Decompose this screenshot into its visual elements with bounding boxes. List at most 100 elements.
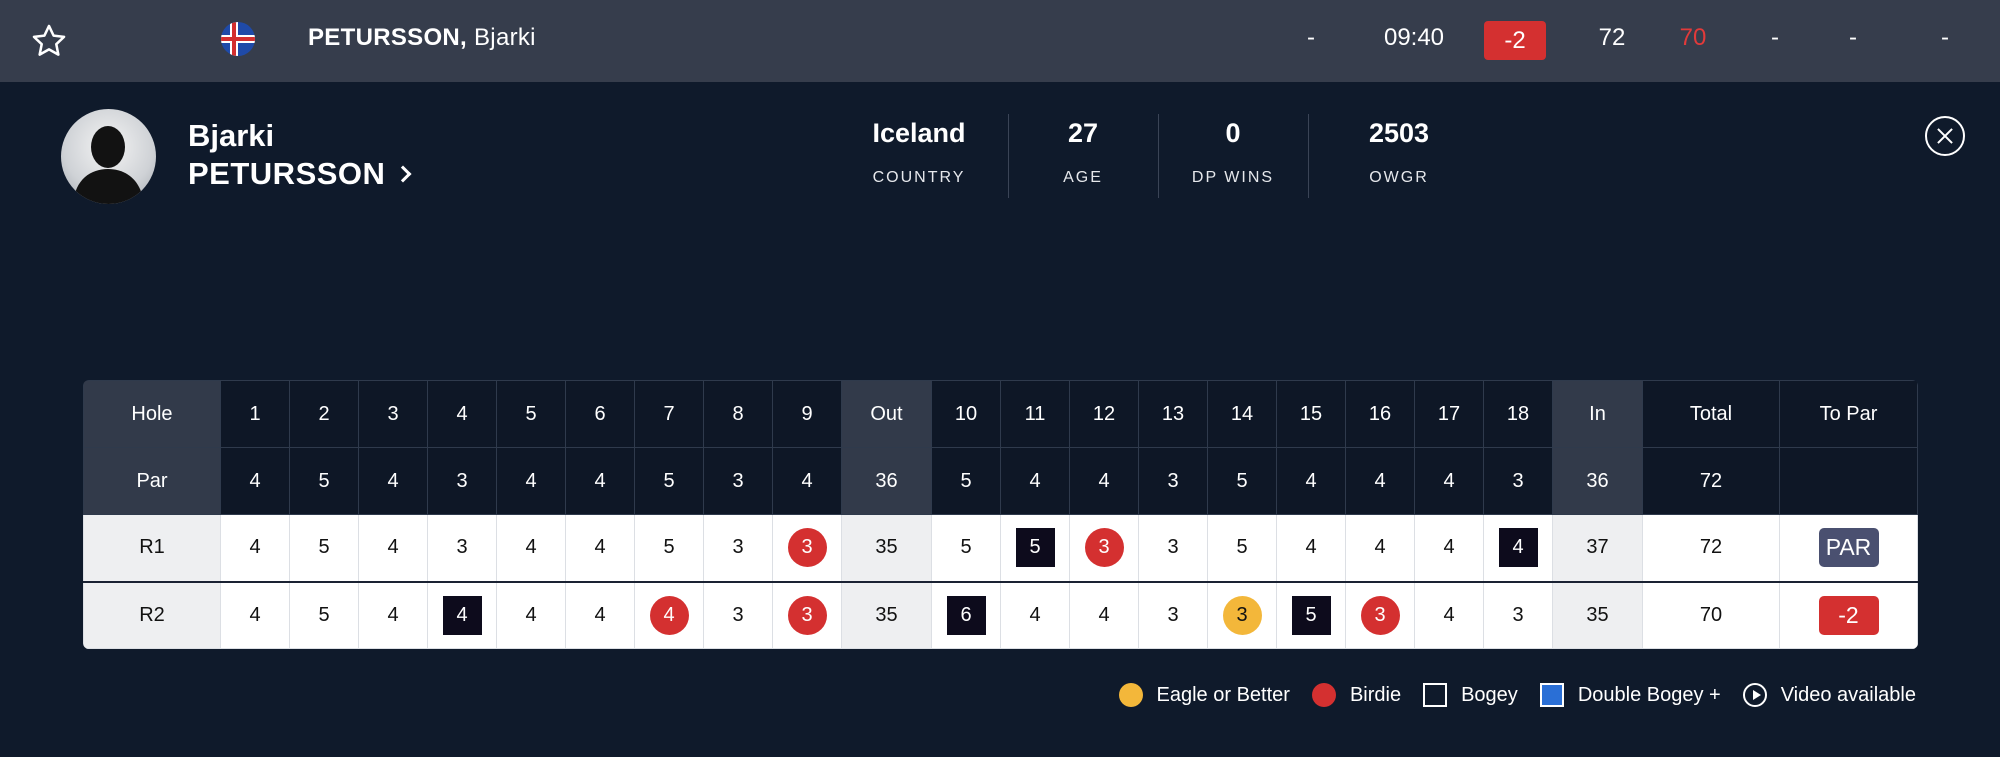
score-cell: 3	[772, 580, 842, 649]
score-value: 5	[1236, 536, 1248, 559]
stat-age-label: AGE	[1063, 169, 1103, 186]
player-avatar	[61, 109, 156, 204]
par-label: Par	[83, 447, 221, 515]
hole-header-cell: 3	[358, 380, 428, 448]
score-value: 4	[1443, 603, 1455, 626]
score-value: 4	[525, 536, 537, 559]
score-value: 4	[387, 536, 399, 559]
bogey-score: 5	[1015, 528, 1055, 568]
score-cell: 37	[1552, 514, 1643, 582]
score-cell: 3	[1069, 514, 1139, 582]
stat-divider	[1008, 114, 1009, 198]
score-cell: 4	[496, 514, 566, 582]
player-last-name: PETURSSON,	[308, 24, 468, 51]
par-cell: 4	[1069, 447, 1139, 515]
score-cell: 4	[1069, 580, 1139, 649]
score-value: 4	[249, 603, 261, 626]
player-row-header[interactable]: PETURSSON, Bjarki - 09:40 -2 72 70 - - -	[0, 0, 2000, 82]
score-value: 4	[1098, 603, 1110, 626]
score-cell: 3	[703, 514, 773, 582]
par-cell: 3	[427, 447, 497, 515]
hole-header-cell: 10	[931, 380, 1001, 448]
legend-eagle: Eagle or Better	[1118, 683, 1290, 707]
score-cell: 4	[1414, 580, 1484, 649]
player-name[interactable]: PETURSSON, Bjarki	[308, 24, 536, 52]
score-value: 35	[875, 536, 898, 559]
close-icon[interactable]	[1925, 116, 1965, 156]
birdie-score: 3	[787, 528, 827, 568]
score-cell: 4	[1345, 514, 1415, 582]
hole-header-cell: 16	[1345, 380, 1415, 448]
r1-score-value: 72	[1598, 24, 1626, 51]
score-value: 3	[456, 536, 468, 559]
hole-header-cell: 14	[1207, 380, 1277, 448]
score-value: 4	[594, 536, 606, 559]
table-row[interactable]: R1 4 5 4 3 4 4 5 3 3 35 5 5 3 3 5 4 4 4 4 37 72 PAR	[83, 514, 1918, 582]
hole-header-cell: 11	[1000, 380, 1070, 448]
score-value: 3	[1167, 603, 1179, 626]
hole-header-cell: 15	[1276, 380, 1346, 448]
score-value: 4	[249, 536, 261, 559]
par-cell: 4	[565, 447, 635, 515]
score-value: 5	[318, 603, 330, 626]
birdie-score: 3	[787, 595, 827, 635]
score-cell: 5	[289, 580, 359, 649]
hole-header-cell: 8	[703, 380, 773, 448]
score-cell: 5	[1207, 514, 1277, 582]
hole-label: Hole	[83, 380, 221, 448]
score-cell: 5	[634, 514, 704, 582]
score-cell: 4	[220, 580, 290, 649]
score-value: 5	[318, 536, 330, 559]
stat-owgr-label: OWGR	[1369, 169, 1429, 186]
stat-country: Iceland COUNTRY	[844, 118, 994, 187]
hole-header-cell: 4	[427, 380, 497, 448]
stat-dp-wins-label: DP WINS	[1191, 169, 1275, 186]
score-cell: 35	[841, 514, 932, 582]
par-cell: 4	[772, 447, 842, 515]
favourite-star-icon[interactable]	[30, 22, 68, 60]
score-cell: 5	[1000, 514, 1070, 582]
legend-video-label: Video available	[1780, 683, 1916, 706]
par-cell: 36	[1552, 447, 1643, 515]
hole-header-cell: In	[1552, 380, 1643, 448]
score-value: 70	[1699, 603, 1723, 626]
bogey-square-icon	[1423, 683, 1448, 707]
hole-header-cell: Out	[841, 380, 932, 448]
score-cell: 3	[1483, 580, 1553, 649]
profile-last-name-link[interactable]: PETURSSON	[188, 156, 412, 192]
bogey-score: 4	[442, 595, 482, 635]
to-par-cell: -2	[1779, 580, 1918, 649]
round-label: R2	[83, 580, 221, 649]
score-value: 5	[663, 536, 675, 559]
to-par-badge: -2	[1484, 21, 1546, 60]
score-legend: Eagle or Better Birdie Bogey Double Boge…	[1097, 683, 1916, 707]
play-circle-icon	[1742, 683, 1767, 707]
r3-score-value: -	[1771, 24, 1779, 51]
stat-owgr-value: 2503	[1368, 118, 1430, 148]
legend-birdie-label: Birdie	[1349, 683, 1402, 706]
score-value: 35	[875, 603, 898, 626]
score-cell: 5	[1276, 580, 1346, 649]
score-cell: 3	[1138, 580, 1208, 649]
to-par-badge: PAR	[1818, 528, 1879, 568]
stat-divider	[1308, 114, 1309, 198]
par-cell: 36	[841, 447, 932, 515]
par-cell: 4	[1000, 447, 1070, 515]
par-cell: 4	[1414, 447, 1484, 515]
par-cell: 5	[289, 447, 359, 515]
birdie-score: 3	[1360, 595, 1400, 635]
iceland-flag-icon	[221, 22, 255, 56]
hole-header-row: Hole 1 2 3 4 5 6 7 8 9 Out 10 11 12 13 14 15 16 17 18 In Tota…	[83, 380, 1918, 448]
score-cell: 4	[634, 580, 704, 649]
par-cell: 4	[220, 447, 290, 515]
stat-divider	[1158, 114, 1159, 198]
par-cell: 3	[1483, 447, 1553, 515]
score-cell: 4	[565, 580, 635, 649]
legend-eagle-label: Eagle or Better	[1156, 683, 1290, 706]
table-row[interactable]: R2 4 5 4 4 4 4 4 3 3 35 6 4 4 3 3 5 3 4 3 35 70 -2	[83, 580, 1918, 649]
score-cell: 4	[1000, 580, 1070, 649]
score-value: 4	[1443, 536, 1455, 559]
hole-header-cell: 12	[1069, 380, 1139, 448]
par-row: Par 4 5 4 3 4 4 5 3 4 36 5 4 4 3 5 4 4 4 3 36 72	[83, 447, 1918, 515]
score-value: 3	[1167, 536, 1179, 559]
